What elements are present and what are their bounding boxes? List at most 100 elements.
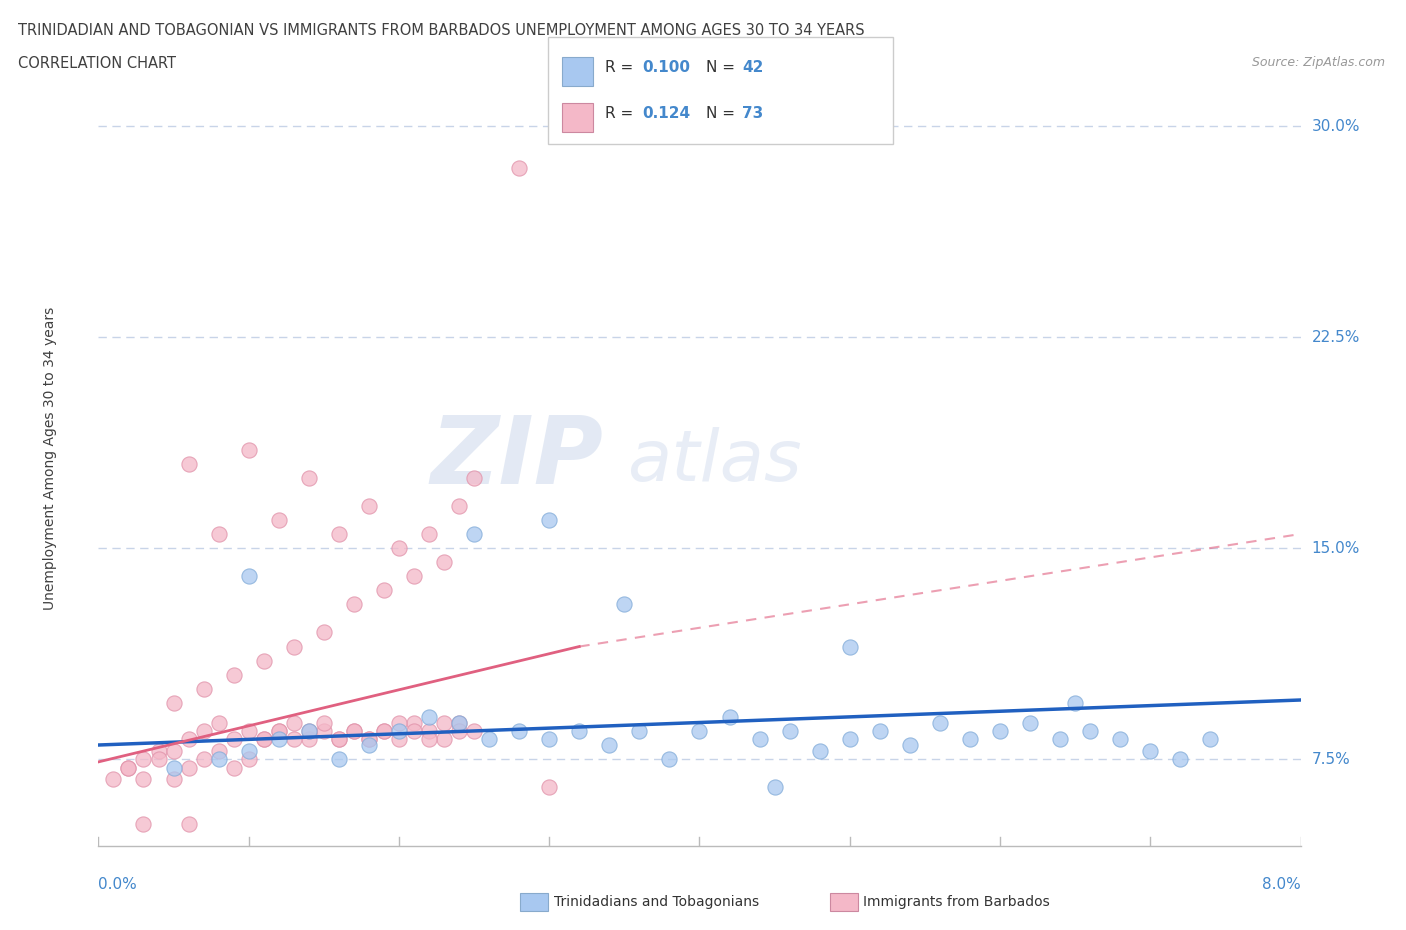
Point	[148, 743, 170, 758]
Point	[162, 696, 184, 711]
Point	[312, 625, 335, 640]
Point	[177, 760, 200, 775]
Point	[538, 512, 561, 527]
Point	[748, 732, 770, 747]
Point	[283, 639, 305, 654]
Text: 0.100: 0.100	[643, 60, 690, 75]
Point	[1109, 732, 1132, 747]
Point	[1064, 696, 1087, 711]
Point	[267, 512, 290, 527]
Point	[298, 732, 321, 747]
Point	[162, 771, 184, 786]
Point	[447, 724, 470, 738]
Point	[418, 526, 440, 541]
Point	[208, 743, 231, 758]
Point	[253, 732, 276, 747]
Point	[267, 732, 290, 747]
Point	[177, 732, 200, 747]
Point	[312, 715, 335, 730]
Point	[117, 760, 139, 775]
Point	[463, 724, 485, 738]
Text: R =: R =	[605, 106, 638, 121]
Point	[418, 732, 440, 747]
Text: 0.124: 0.124	[643, 106, 690, 121]
Point	[869, 724, 891, 738]
Point	[298, 471, 321, 485]
Text: Trinidadians and Tobagonians: Trinidadians and Tobagonians	[554, 895, 759, 910]
Point	[298, 724, 321, 738]
Point	[388, 540, 411, 555]
Text: Immigrants from Barbados: Immigrants from Barbados	[863, 895, 1050, 910]
Point	[538, 732, 561, 747]
Point	[328, 732, 350, 747]
Point	[162, 743, 184, 758]
Point	[402, 715, 425, 730]
Point	[718, 710, 741, 724]
Point	[928, 715, 950, 730]
Text: 8.0%: 8.0%	[1261, 877, 1301, 892]
Point	[298, 724, 321, 738]
Point	[447, 498, 470, 513]
Point	[328, 732, 350, 747]
Point	[447, 715, 470, 730]
Point	[463, 526, 485, 541]
Point	[177, 457, 200, 472]
Point	[898, 737, 921, 752]
Point	[1019, 715, 1042, 730]
Point	[343, 597, 366, 612]
Point	[613, 597, 636, 612]
Point	[418, 724, 440, 738]
Text: TRINIDADIAN AND TOBAGONIAN VS IMMIGRANTS FROM BARBADOS UNEMPLOYMENT AMONG AGES 3: TRINIDADIAN AND TOBAGONIAN VS IMMIGRANTS…	[18, 23, 865, 38]
Text: Source: ZipAtlas.com: Source: ZipAtlas.com	[1251, 56, 1385, 69]
Point	[402, 724, 425, 738]
Text: atlas: atlas	[627, 428, 801, 497]
Point	[283, 715, 305, 730]
Point	[838, 732, 860, 747]
Text: 73: 73	[742, 106, 763, 121]
Point	[808, 743, 831, 758]
Point	[357, 732, 380, 747]
Text: CORRELATION CHART: CORRELATION CHART	[18, 56, 176, 71]
Point	[433, 715, 456, 730]
Point	[238, 724, 260, 738]
Point	[162, 760, 184, 775]
Point	[447, 715, 470, 730]
Point	[433, 732, 456, 747]
Text: 22.5%: 22.5%	[1312, 329, 1360, 344]
Point	[238, 569, 260, 584]
Point	[388, 724, 411, 738]
Point	[222, 667, 245, 682]
Point	[193, 751, 215, 766]
Point	[763, 779, 786, 794]
Point	[283, 732, 305, 747]
Point	[1199, 732, 1222, 747]
Point	[373, 583, 395, 598]
Point	[328, 751, 350, 766]
Point	[433, 554, 456, 569]
Point	[357, 732, 380, 747]
Point	[132, 771, 155, 786]
Point	[463, 471, 485, 485]
Point	[222, 760, 245, 775]
Point	[779, 724, 801, 738]
Point	[478, 732, 501, 747]
Point	[1049, 732, 1071, 747]
Point	[343, 724, 366, 738]
Point	[388, 715, 411, 730]
Point	[357, 737, 380, 752]
Point	[103, 771, 125, 786]
Point	[267, 724, 290, 738]
Text: 30.0%: 30.0%	[1312, 118, 1360, 134]
Point	[838, 639, 860, 654]
Point	[177, 817, 200, 831]
Point	[568, 724, 591, 738]
Point	[328, 526, 350, 541]
Text: ZIP: ZIP	[430, 412, 603, 504]
Point	[357, 498, 380, 513]
Point	[312, 724, 335, 738]
Text: N =: N =	[706, 106, 740, 121]
Point	[388, 732, 411, 747]
Point	[193, 724, 215, 738]
Point	[598, 737, 620, 752]
Point	[508, 161, 530, 176]
